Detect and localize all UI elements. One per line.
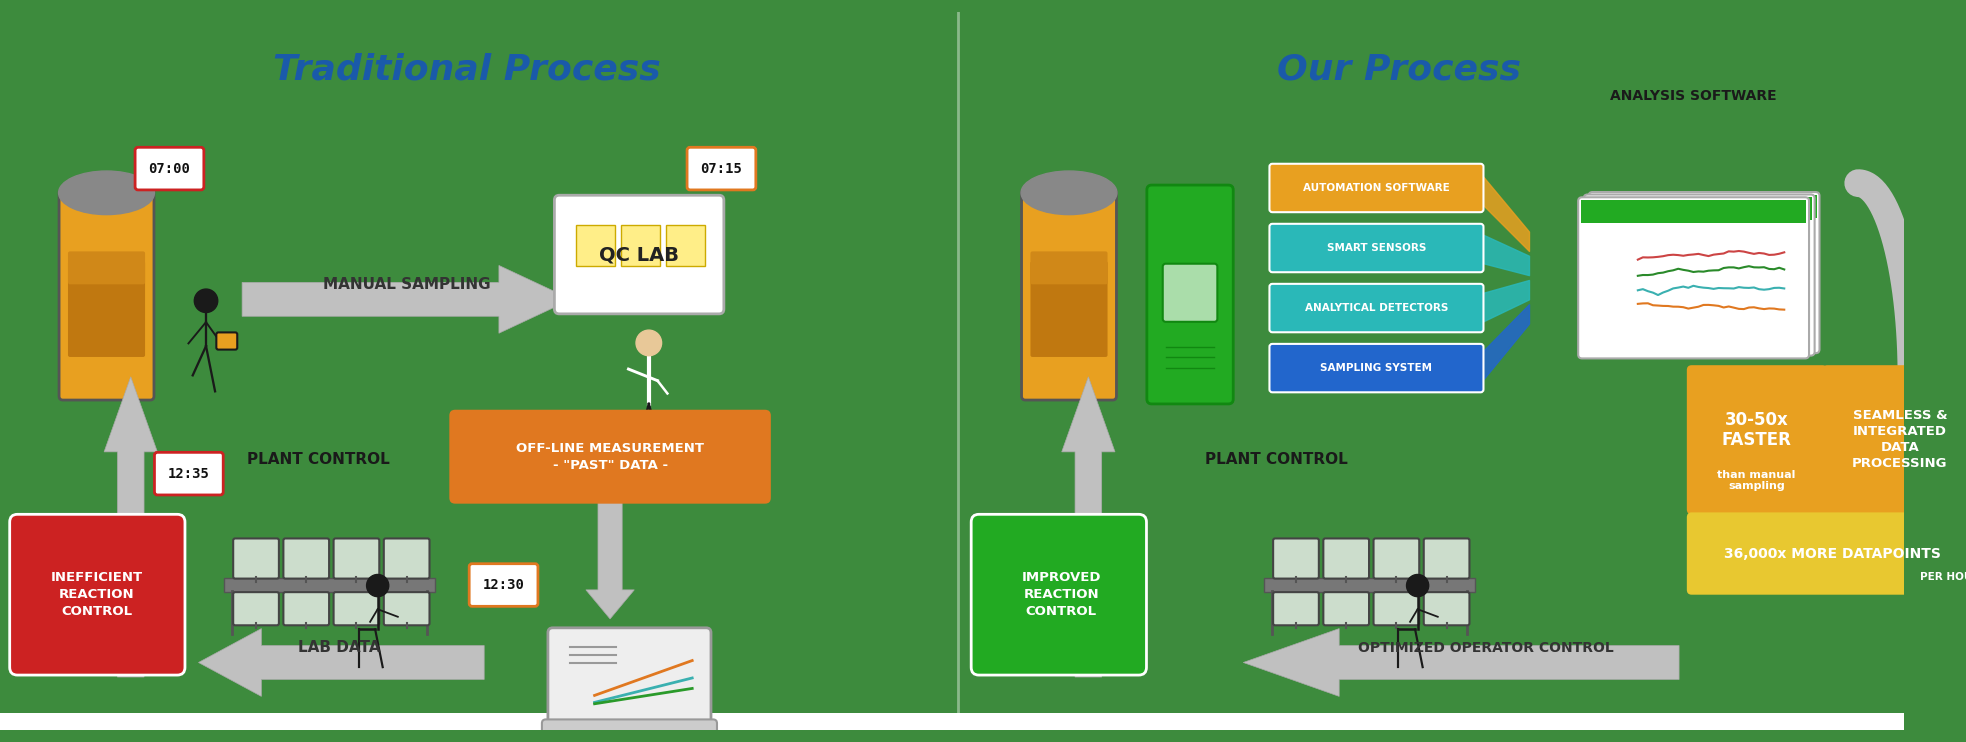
Text: PER HOUR: PER HOUR <box>1921 572 1966 582</box>
Polygon shape <box>242 266 572 333</box>
FancyBboxPatch shape <box>1374 539 1419 579</box>
FancyBboxPatch shape <box>1264 579 1474 591</box>
Text: OFF-LINE MEASUREMENT
- "PAST" DATA -: OFF-LINE MEASUREMENT - "PAST" DATA - <box>517 442 704 472</box>
FancyBboxPatch shape <box>686 148 755 190</box>
Text: Traditional Process: Traditional Process <box>273 52 661 86</box>
FancyBboxPatch shape <box>621 225 661 266</box>
Polygon shape <box>1243 628 1679 697</box>
Text: OPTIMIZED OPERATOR CONTROL: OPTIMIZED OPERATOR CONTROL <box>1359 641 1614 655</box>
FancyBboxPatch shape <box>1270 344 1484 393</box>
FancyBboxPatch shape <box>1323 592 1368 626</box>
FancyBboxPatch shape <box>1274 592 1319 626</box>
FancyBboxPatch shape <box>234 539 279 579</box>
FancyBboxPatch shape <box>1270 224 1484 272</box>
Text: MANUAL SAMPLING: MANUAL SAMPLING <box>322 278 492 292</box>
FancyBboxPatch shape <box>334 539 379 579</box>
FancyBboxPatch shape <box>576 225 615 266</box>
Text: PLANT CONTROL: PLANT CONTROL <box>1205 452 1347 467</box>
FancyBboxPatch shape <box>1687 513 1966 594</box>
Polygon shape <box>586 502 635 619</box>
Text: 30-50x
FASTER: 30-50x FASTER <box>1722 410 1791 450</box>
FancyBboxPatch shape <box>470 564 539 606</box>
FancyBboxPatch shape <box>543 720 718 742</box>
FancyBboxPatch shape <box>450 410 771 504</box>
Polygon shape <box>1062 377 1115 677</box>
Circle shape <box>366 574 389 597</box>
Text: 07:00: 07:00 <box>149 162 191 176</box>
Text: ANALYSIS SOFTWARE: ANALYSIS SOFTWARE <box>1610 89 1777 103</box>
FancyBboxPatch shape <box>1822 365 1966 514</box>
Circle shape <box>1406 574 1429 597</box>
FancyBboxPatch shape <box>1423 592 1469 626</box>
Polygon shape <box>104 377 157 677</box>
FancyBboxPatch shape <box>69 261 145 357</box>
Text: 07:15: 07:15 <box>700 162 743 176</box>
Text: Our Process: Our Process <box>1278 52 1522 86</box>
FancyBboxPatch shape <box>1274 539 1319 579</box>
FancyBboxPatch shape <box>549 628 712 728</box>
FancyBboxPatch shape <box>234 592 279 626</box>
FancyBboxPatch shape <box>59 189 153 400</box>
Ellipse shape <box>59 171 155 214</box>
FancyBboxPatch shape <box>1374 592 1419 626</box>
Text: SAMPLING SYSTEM: SAMPLING SYSTEM <box>1321 363 1433 373</box>
FancyBboxPatch shape <box>1022 189 1117 400</box>
Circle shape <box>637 330 663 355</box>
Text: ANALYTICAL DETECTORS: ANALYTICAL DETECTORS <box>1305 303 1449 313</box>
FancyBboxPatch shape <box>334 592 379 626</box>
Ellipse shape <box>1020 171 1117 214</box>
FancyBboxPatch shape <box>283 592 328 626</box>
FancyBboxPatch shape <box>1423 539 1469 579</box>
FancyBboxPatch shape <box>69 252 145 284</box>
FancyBboxPatch shape <box>1323 539 1368 579</box>
FancyBboxPatch shape <box>554 195 723 314</box>
Text: QC LAB: QC LAB <box>600 245 678 264</box>
FancyBboxPatch shape <box>1030 261 1107 357</box>
FancyBboxPatch shape <box>1579 197 1809 358</box>
Text: LAB DATA: LAB DATA <box>297 640 379 655</box>
FancyBboxPatch shape <box>1687 365 1826 514</box>
Text: 12:30: 12:30 <box>482 578 525 592</box>
FancyBboxPatch shape <box>1270 284 1484 332</box>
Text: than manual
sampling: than manual sampling <box>1718 470 1795 491</box>
FancyBboxPatch shape <box>1587 197 1813 220</box>
FancyBboxPatch shape <box>283 539 328 579</box>
FancyBboxPatch shape <box>1030 252 1107 284</box>
Text: 12:35: 12:35 <box>167 467 210 481</box>
Text: 36,000x MORE DATAPOINTS: 36,000x MORE DATAPOINTS <box>1724 547 1940 561</box>
FancyBboxPatch shape <box>10 514 185 675</box>
Text: SEAMLESS &
INTEGRATED
DATA
PROCESSING: SEAMLESS & INTEGRATED DATA PROCESSING <box>1852 410 1948 470</box>
FancyBboxPatch shape <box>383 592 429 626</box>
Circle shape <box>195 289 218 312</box>
FancyBboxPatch shape <box>1146 185 1233 404</box>
FancyBboxPatch shape <box>666 225 704 266</box>
Text: SMART SENSORS: SMART SENSORS <box>1327 243 1425 253</box>
FancyBboxPatch shape <box>216 332 238 349</box>
FancyBboxPatch shape <box>0 713 1903 730</box>
FancyBboxPatch shape <box>1581 200 1807 223</box>
FancyBboxPatch shape <box>224 579 434 591</box>
FancyBboxPatch shape <box>1162 263 1217 322</box>
Text: PLANT CONTROL: PLANT CONTROL <box>248 452 389 467</box>
Text: IMPROVED
REACTION
CONTROL: IMPROVED REACTION CONTROL <box>1022 571 1101 618</box>
FancyBboxPatch shape <box>1589 192 1819 353</box>
FancyBboxPatch shape <box>1585 194 1815 355</box>
FancyBboxPatch shape <box>155 453 224 495</box>
Polygon shape <box>199 628 484 697</box>
FancyBboxPatch shape <box>1270 164 1484 212</box>
FancyBboxPatch shape <box>971 514 1146 675</box>
Text: INEFFICIENT
REACTION
CONTROL: INEFFICIENT REACTION CONTROL <box>51 571 144 618</box>
FancyBboxPatch shape <box>383 539 429 579</box>
Text: AUTOMATION SOFTWARE: AUTOMATION SOFTWARE <box>1303 183 1449 193</box>
FancyBboxPatch shape <box>136 148 204 190</box>
FancyBboxPatch shape <box>1592 195 1817 218</box>
